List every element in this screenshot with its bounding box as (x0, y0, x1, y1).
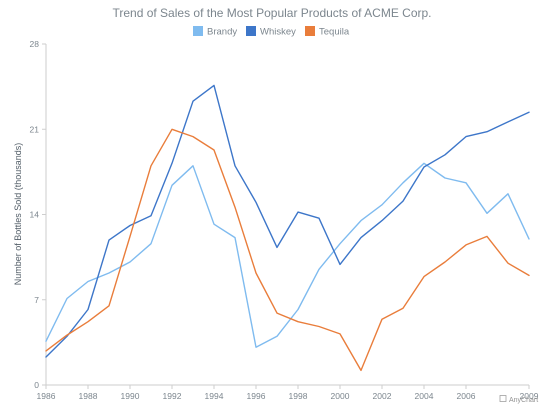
legend-swatch (193, 26, 203, 36)
y-tick-label: 0 (34, 380, 39, 390)
y-tick-label: 28 (30, 39, 40, 49)
axes: 0 7 14 21 28 1986 1988 1990 1992 1994 1996 1998 2000… (30, 39, 539, 401)
x-tick-label: 2000 (331, 391, 350, 401)
legend-swatch (246, 26, 256, 36)
series-line-brandy[interactable] (45, 162, 530, 348)
legend-item-brandy[interactable]: Brandy (193, 26, 237, 38)
legend-label: Whiskey (260, 27, 296, 38)
credits-text: AnyChart (509, 397, 538, 404)
y-axis-title: Number of Bottles Sold (thousands) (13, 143, 23, 286)
legend-item-whiskey[interactable]: Whiskey (246, 26, 296, 38)
legend-item-tequila[interactable]: Tequila (305, 26, 350, 38)
x-tick-label: 2004 (415, 391, 434, 401)
x-tick-label: 1992 (163, 391, 182, 401)
credits-watermark[interactable]: AnyChart (499, 395, 538, 405)
x-tick-label: 1990 (121, 391, 140, 401)
legend-label: Brandy (207, 27, 237, 38)
x-tick-label: 2002 (373, 391, 392, 401)
series-line-tequila[interactable] (45, 128, 530, 372)
x-tick-label: 1986 (37, 391, 56, 401)
x-tick-label: 1998 (289, 391, 308, 401)
y-tick-label: 14 (30, 210, 40, 220)
y-tick-label: 21 (30, 124, 40, 134)
y-tick-label: 7 (34, 295, 39, 305)
x-tick-label: 1996 (247, 391, 266, 401)
legend-swatch (305, 26, 315, 36)
legend: Brandy Whiskey Tequila (193, 26, 350, 38)
chart-title: Trend of Sales of the Most Popular Produ… (112, 6, 431, 20)
x-tick-label: 2006 (457, 391, 476, 401)
series-layer (45, 84, 530, 372)
credits-logo-icon (499, 395, 507, 402)
series-line-whiskey[interactable] (45, 84, 530, 358)
legend-label: Tequila (319, 27, 350, 38)
x-tick-label: 2009 (520, 391, 539, 401)
x-tick-label: 1988 (79, 391, 98, 401)
x-tick-label: 1994 (205, 391, 224, 401)
